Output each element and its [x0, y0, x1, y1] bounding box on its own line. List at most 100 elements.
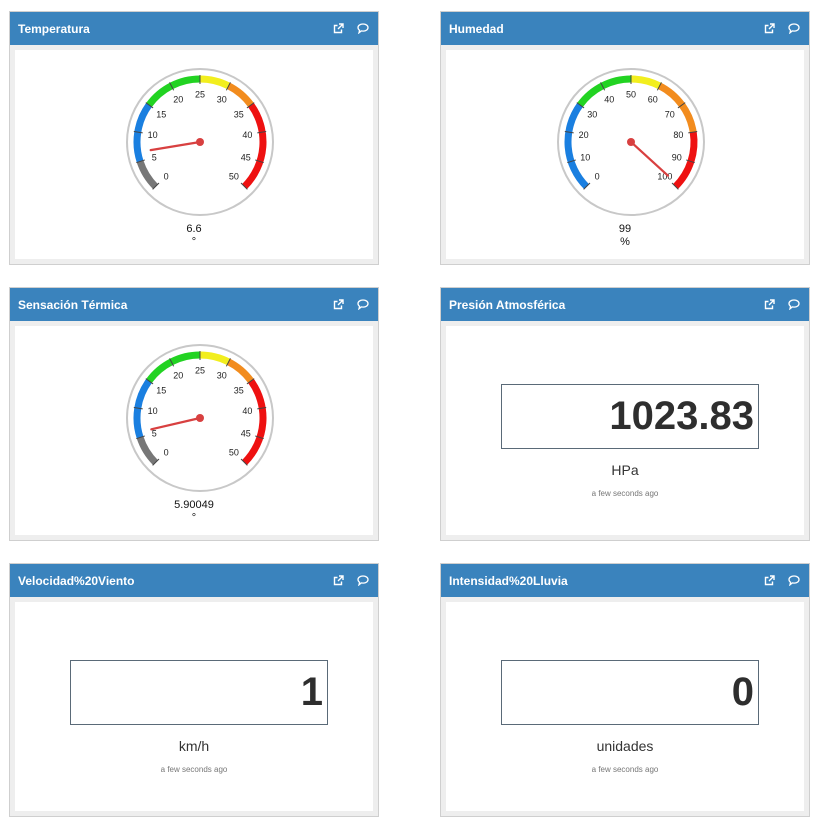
- gauge-tick: [133, 131, 143, 134]
- gauge-tick: [145, 378, 154, 385]
- gauge-tick-label: 30: [217, 95, 227, 105]
- gauge-tick-label: 10: [148, 130, 158, 140]
- gauge-tick: [246, 102, 255, 109]
- gauge-tick-label: 50: [229, 447, 239, 457]
- gauge-tick-label: 0: [595, 171, 600, 181]
- external-link-icon[interactable]: [331, 298, 345, 312]
- gauge-tick-label: 50: [229, 171, 239, 181]
- gauge-hub: [196, 414, 204, 422]
- external-link-icon[interactable]: [762, 22, 776, 36]
- gauge-tick: [255, 435, 264, 440]
- gauge-tick-label: 70: [665, 109, 675, 119]
- panel-humedad: Humedad 0 10 20 30 40 50 60 70 80 90 100 99 %: [440, 11, 810, 265]
- panel-title: Velocidad%20Viento: [18, 573, 135, 588]
- gauge-tick-label: 20: [173, 371, 183, 381]
- panel-title: Sensación Térmica: [18, 297, 128, 312]
- gauge-tick: [257, 407, 267, 410]
- gauge-unit: °: [191, 512, 197, 524]
- gauge-tick: [688, 131, 698, 134]
- gauge-band: [226, 82, 254, 108]
- panel-header: Sensación Térmica: [10, 288, 378, 321]
- gauge-tick-label: 50: [626, 90, 636, 100]
- gauge-tick-label: 5: [152, 152, 157, 162]
- gauge-needle: [629, 140, 670, 177]
- gauge-tick: [169, 82, 175, 91]
- gauge-tick-label: 20: [173, 95, 183, 105]
- comment-icon[interactable]: [356, 574, 370, 588]
- gauge-tick: [152, 182, 160, 190]
- gauge-tick: [240, 182, 248, 190]
- gauge-tick: [152, 458, 160, 466]
- gauge-tick-label: 35: [234, 385, 244, 395]
- gauge-tick: [255, 159, 264, 164]
- gauge-tick-label: 100: [657, 171, 672, 181]
- external-link-icon[interactable]: [331, 574, 345, 588]
- gauge-tick-label: 35: [234, 109, 244, 119]
- gauge-tick: [576, 102, 585, 109]
- comment-icon[interactable]: [356, 22, 370, 36]
- gauge-tick: [136, 435, 145, 440]
- gauge-value: 5.90049: [174, 499, 214, 511]
- gauge-band: [630, 75, 662, 90]
- numeric-unit: km/h: [178, 738, 210, 754]
- gauge-value: 99: [618, 223, 632, 235]
- panel-body: 1023.83 HPa a few seconds ago: [446, 326, 804, 535]
- panel-header: Intensidad%20Lluvia: [441, 564, 809, 597]
- comment-icon[interactable]: [787, 574, 801, 588]
- gauge-tick-label: 60: [648, 95, 658, 105]
- numeric-display: 0: [501, 660, 759, 725]
- gauge-tick-label: 25: [195, 366, 205, 376]
- panel-presion: Presión Atmosférica 1023.83 HPa a few se…: [440, 287, 810, 541]
- external-link-icon[interactable]: [331, 22, 345, 36]
- gauge-tick-label: 30: [587, 109, 597, 119]
- comment-icon[interactable]: [356, 298, 370, 312]
- panel-header: Temperatura: [10, 12, 378, 45]
- gauge-tick-label: 0: [164, 447, 169, 457]
- external-link-icon[interactable]: [762, 298, 776, 312]
- gauge-tick-label: 90: [672, 152, 682, 162]
- gauge-tick-label: 40: [242, 406, 252, 416]
- gauge-tick: [225, 358, 231, 367]
- panel-lluvia: Intensidad%20Lluvia 0 unidades a few sec…: [440, 563, 810, 817]
- gauge-band: [199, 75, 231, 90]
- gauge-tick-label: 45: [241, 428, 251, 438]
- gauge-tick: [564, 131, 574, 134]
- gauge-tick: [169, 358, 175, 367]
- numeric-display: 1023.83: [501, 384, 759, 449]
- gauge-tick: [600, 82, 606, 91]
- panel-temperatura: Temperatura 0 5 10 15 20 25 30 35 40 45 50 6.6 °: [9, 11, 379, 265]
- gauge-tick: [677, 102, 686, 109]
- panel-body: 1 km/h a few seconds ago: [15, 602, 373, 811]
- comment-icon[interactable]: [787, 298, 801, 312]
- gauge-tick: [567, 159, 576, 164]
- external-link-icon[interactable]: [762, 574, 776, 588]
- gauge-unit: °: [191, 236, 197, 248]
- gauge-tick: [240, 458, 248, 466]
- comment-icon[interactable]: [787, 22, 801, 36]
- panel-body: 0 10 20 30 40 50 60 70 80 90 100 99 %: [446, 50, 804, 259]
- gauge-needle: [150, 416, 202, 431]
- gauge-tick: [225, 82, 231, 91]
- panel-title: Intensidad%20Lluvia: [449, 573, 568, 588]
- gauge-band: [242, 102, 267, 190]
- panel-header: Humedad: [441, 12, 809, 45]
- gauge-unit: %: [620, 236, 630, 248]
- gauge-tick: [686, 159, 695, 164]
- gauge-band: [226, 358, 254, 384]
- gauge-hub: [196, 138, 204, 146]
- panel-viento: Velocidad%20Viento 1 km/h a few seconds …: [9, 563, 379, 817]
- gauge-band: [199, 351, 231, 366]
- gauge-band: [136, 160, 159, 190]
- gauge-tick-label: 80: [673, 130, 683, 140]
- gauge-tick-label: 40: [242, 130, 252, 140]
- gauge-tick-label: 10: [148, 406, 158, 416]
- gauge-tick-label: 15: [156, 109, 166, 119]
- panel-body: 0 5 10 15 20 25 30 35 40 45 50 6.6 °: [15, 50, 373, 259]
- panel-title: Presión Atmosférica: [449, 297, 566, 312]
- gauge-tick-label: 45: [241, 152, 251, 162]
- panel-header: Velocidad%20Viento: [10, 564, 378, 597]
- gauge-tick: [145, 102, 154, 109]
- gauge-tick-label: 10: [580, 152, 590, 162]
